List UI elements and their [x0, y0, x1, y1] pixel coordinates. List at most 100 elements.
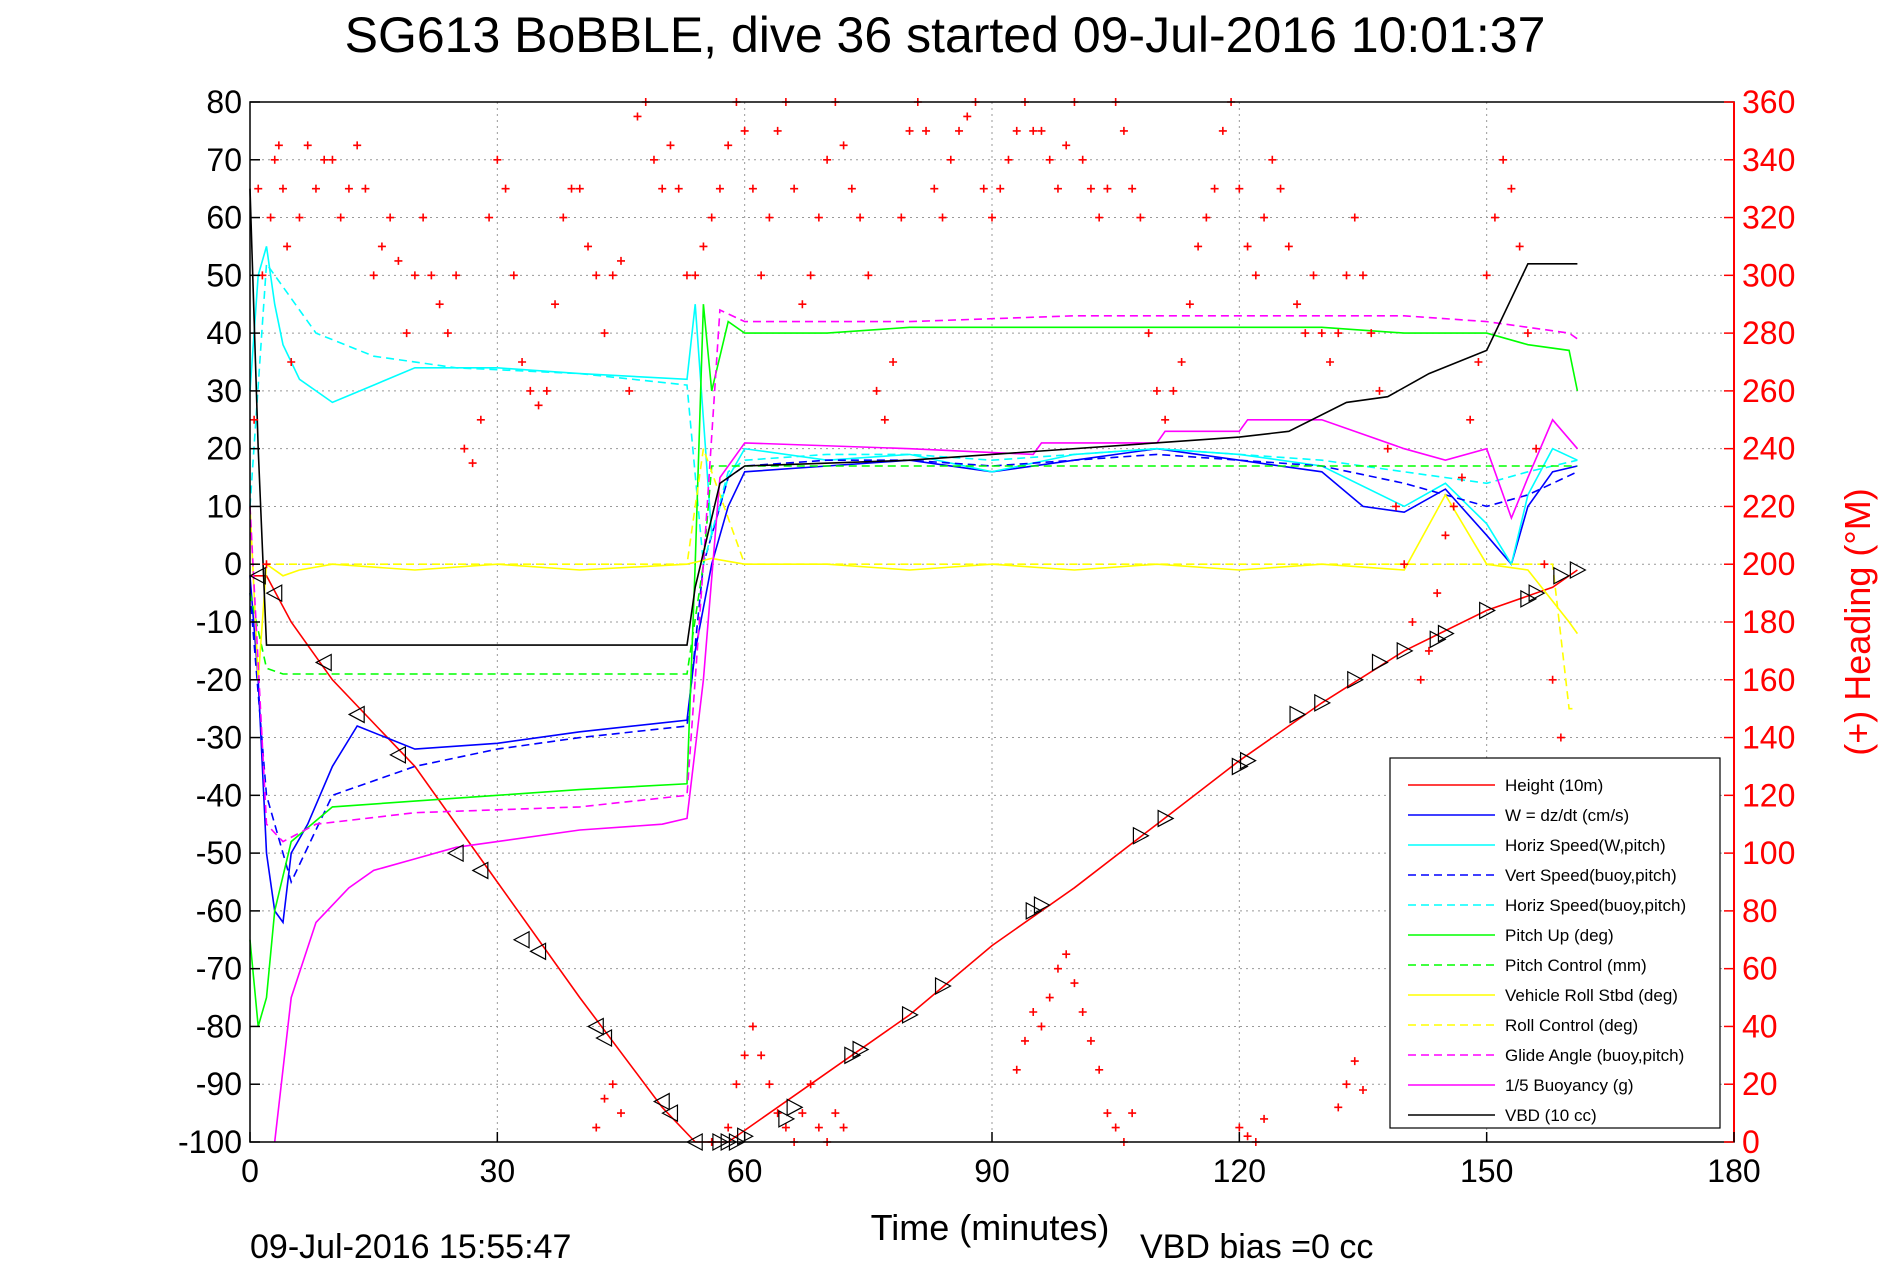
heading-point	[1029, 126, 1038, 135]
heading-point	[1400, 560, 1409, 569]
height-marker	[1289, 705, 1307, 724]
heading-point	[1408, 618, 1417, 626]
heading-point	[1359, 1086, 1367, 1094]
height-marker	[1528, 584, 1546, 603]
heading-point	[1350, 1057, 1359, 1066]
height-markers	[248, 561, 1587, 1151]
heading-point	[1095, 213, 1104, 222]
heading-point	[955, 126, 964, 135]
left-tick-label: 50	[206, 257, 242, 293]
heading-point	[1128, 184, 1137, 193]
heading-point	[649, 155, 658, 164]
height-marker	[595, 1029, 613, 1047]
left-tick-label: 80	[206, 84, 242, 120]
heading-point	[419, 213, 428, 222]
right-tick-label: 100	[1742, 835, 1795, 871]
heading-point	[979, 184, 988, 193]
heading-point	[889, 358, 898, 366]
x-tick-label: 180	[1707, 1153, 1760, 1189]
height-marker	[1132, 826, 1150, 845]
legend: Height (10m) W = dz/dt (cm/s) Horiz Speed(…	[1389, 757, 1721, 1129]
heading-point	[880, 415, 889, 424]
heading-point	[1532, 444, 1541, 453]
right-tick-label: 180	[1742, 604, 1795, 640]
heading-point	[617, 1109, 625, 1118]
heading-point	[633, 112, 642, 121]
heading-point	[617, 256, 625, 265]
heading-point	[839, 141, 848, 150]
height-marker	[314, 653, 332, 672]
heading-point	[1037, 126, 1046, 135]
height-marker	[844, 1046, 862, 1065]
right-tick-label: 160	[1742, 662, 1795, 698]
heading-point	[410, 271, 419, 280]
heading-point	[1466, 415, 1475, 424]
left-tick-label: -80	[196, 1008, 242, 1044]
height-marker	[347, 705, 365, 724]
legend-label: Roll Control (deg)	[1505, 1016, 1638, 1035]
heading-point	[1301, 329, 1310, 338]
heading-point	[608, 1080, 617, 1089]
heading-point	[1556, 733, 1565, 742]
heading-point	[1391, 502, 1400, 511]
heading-point	[1326, 358, 1335, 366]
heading-point	[748, 1022, 757, 1031]
heading-point	[1111, 1123, 1120, 1132]
right-tick-label: 200	[1742, 546, 1795, 582]
heading-point	[1086, 184, 1095, 193]
height-marker	[934, 977, 952, 995]
heading-point	[534, 401, 543, 410]
height-marker	[1429, 630, 1447, 649]
heading-point	[1029, 1008, 1038, 1016]
legend-label: Vehicle Roll Stbd (deg)	[1505, 986, 1678, 1005]
heading-point	[1020, 1036, 1029, 1045]
heading-point	[1243, 242, 1252, 251]
height-marker	[1520, 589, 1538, 608]
series-line	[249, 304, 1579, 1027]
right-tick-label: 20	[1742, 1066, 1778, 1102]
heading-point	[278, 184, 287, 193]
heading-point	[963, 112, 972, 121]
heading-point	[1004, 155, 1013, 164]
left-tick-label: 70	[206, 142, 242, 178]
left-tick-label: -90	[196, 1066, 242, 1102]
left-tick-label: -20	[196, 662, 242, 698]
heading-point	[1375, 386, 1384, 395]
series-line	[249, 261, 1578, 565]
left-tick-label: -30	[196, 720, 242, 756]
series-line	[250, 569, 1578, 1143]
height-marker	[1231, 757, 1249, 776]
left-tick-label: -50	[196, 835, 242, 871]
heading-point	[1548, 675, 1557, 684]
series-line	[249, 493, 1579, 680]
heading-point	[592, 271, 601, 280]
height-marker	[1025, 901, 1043, 920]
heading-point	[1012, 1065, 1021, 1074]
left-tick-label: 40	[206, 315, 242, 351]
heading-point	[542, 386, 551, 395]
heading-point	[274, 141, 283, 150]
right-tick-label: 140	[1742, 720, 1795, 756]
heading-point	[798, 300, 807, 309]
heading-point	[715, 184, 724, 193]
height-marker	[1157, 809, 1175, 828]
heading-point	[847, 184, 856, 193]
right-tick-label: 280	[1742, 315, 1795, 351]
series-line	[249, 453, 1578, 885]
right-tick-label: 40	[1742, 1008, 1778, 1044]
heading-point	[1441, 531, 1450, 540]
heading-point	[1540, 560, 1549, 569]
heading-point	[266, 213, 275, 222]
x-tick-label: 0	[241, 1153, 259, 1189]
heading-point	[790, 184, 799, 193]
heading-point	[1210, 184, 1219, 193]
heading-point	[839, 1123, 848, 1132]
heading-point	[699, 242, 708, 251]
heading-point	[814, 213, 823, 222]
heading-point	[1309, 271, 1318, 280]
heading-point	[559, 213, 568, 222]
height-marker	[1479, 601, 1496, 620]
right-tick-label: 340	[1742, 142, 1795, 178]
legend-label: Horiz Speed(W,pitch)	[1505, 836, 1666, 855]
heading-point	[1062, 141, 1071, 150]
